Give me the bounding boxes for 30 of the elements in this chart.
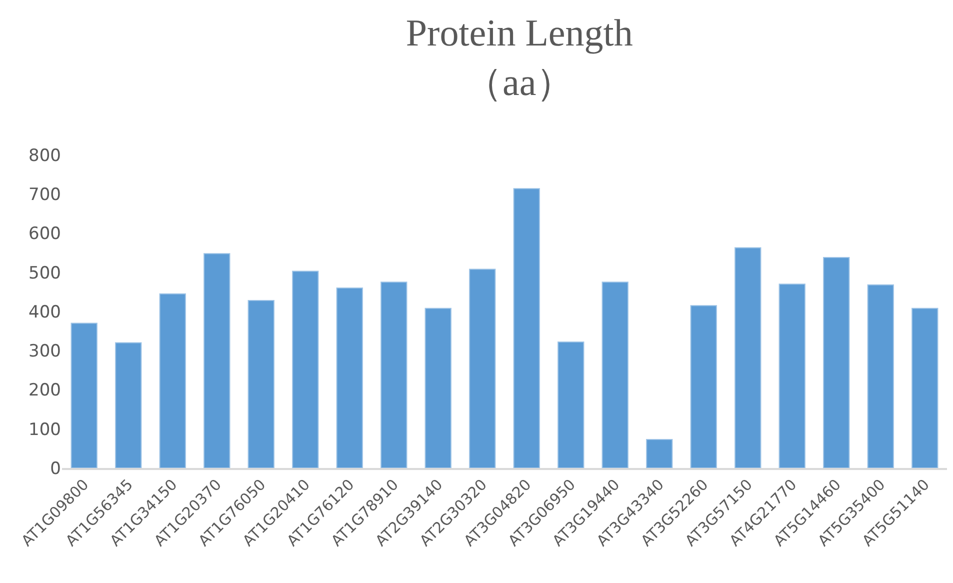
bar [159, 293, 186, 468]
bar [602, 282, 628, 468]
y-tick-label: 300 [28, 342, 61, 362]
bar [336, 288, 363, 468]
y-tick-label: 500 [28, 263, 61, 284]
bar [115, 342, 142, 468]
bar [469, 268, 496, 468]
bar [380, 282, 408, 468]
bar [646, 438, 673, 468]
bar [424, 308, 452, 468]
y-tick-label: 600 [28, 224, 61, 244]
bar [204, 253, 230, 468]
y-tick-label: 400 [28, 302, 61, 322]
bar [867, 284, 894, 468]
bar [70, 322, 98, 468]
y-tick-label: 100 [28, 420, 61, 440]
bar [292, 270, 319, 468]
bar [912, 308, 938, 468]
bar [823, 257, 850, 468]
bar [690, 305, 717, 468]
bar [734, 247, 762, 468]
chart-title: Protein Length （aa） [406, 12, 633, 104]
y-tick-label: 0 [50, 458, 61, 479]
bar [778, 284, 806, 468]
bar [558, 342, 584, 468]
bar [248, 300, 274, 468]
bar [513, 188, 540, 468]
y-tick-label: 700 [28, 185, 61, 206]
y-tick-label: 200 [28, 380, 61, 401]
y-tick-label: 800 [28, 146, 61, 166]
